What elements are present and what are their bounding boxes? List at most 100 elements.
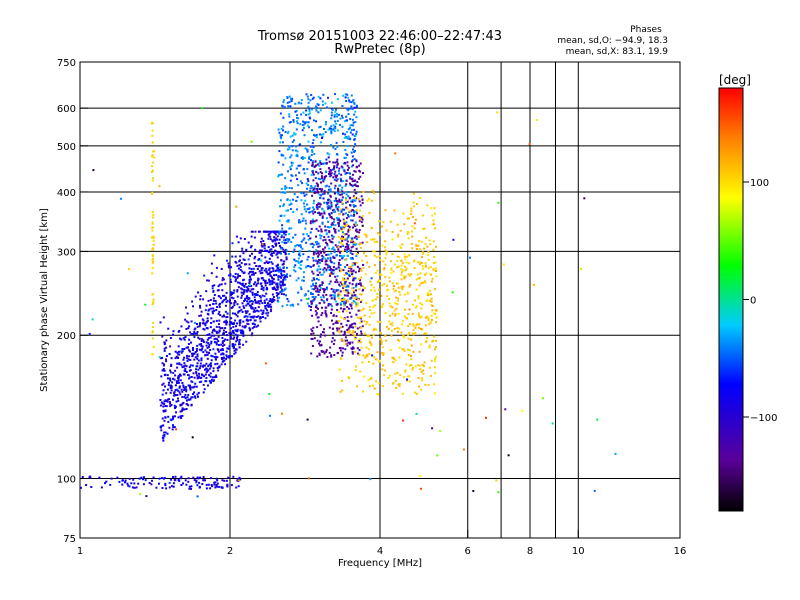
data-point: [352, 99, 355, 102]
data-point: [302, 276, 305, 279]
data-point: [435, 321, 437, 324]
data-point: [325, 350, 328, 353]
data-point: [179, 410, 182, 413]
data-point: [208, 380, 211, 382]
data-point: [307, 101, 310, 104]
data-point: [344, 258, 347, 261]
data-point: [389, 260, 392, 263]
data-point: [250, 334, 253, 337]
data-point: [308, 211, 311, 214]
data-point: [311, 293, 314, 296]
data-point: [321, 281, 324, 284]
data-point: [376, 321, 379, 323]
data-point: [337, 169, 340, 172]
data-point: [293, 193, 296, 196]
data-point: [254, 310, 257, 313]
data-point: [230, 337, 233, 340]
data-point: [281, 230, 284, 233]
data-point: [418, 284, 421, 287]
data-point: [297, 184, 300, 187]
data-point: [213, 329, 216, 332]
data-point: [346, 306, 349, 308]
data-point: [279, 173, 282, 176]
data-point: [350, 241, 353, 244]
data-point: [310, 293, 313, 295]
data-point: [398, 346, 401, 349]
data-point: [371, 384, 374, 387]
data-point: [203, 328, 206, 331]
data-point: [184, 336, 187, 338]
data-point: [280, 252, 282, 255]
data-point: [424, 383, 427, 386]
data-point: [336, 203, 339, 206]
data-point: [280, 137, 283, 140]
data-point: [359, 204, 362, 207]
data-point: [226, 347, 229, 350]
data-point: [365, 323, 368, 326]
data-point: [168, 481, 171, 484]
data-point: [231, 344, 234, 346]
data-point: [320, 228, 323, 231]
data-point: [391, 306, 394, 309]
data-point: [251, 291, 254, 294]
data-point: [269, 283, 272, 286]
data-point: [151, 293, 154, 296]
data-point: [168, 381, 170, 384]
data-point: [314, 160, 317, 163]
data-point: [347, 108, 350, 111]
data-point: [200, 357, 203, 360]
data-point: [346, 93, 349, 96]
data-point: [325, 286, 328, 289]
data-point: [288, 227, 291, 230]
data-point: [337, 189, 340, 191]
data-point: [282, 154, 285, 157]
y-tick-label: 75: [63, 534, 76, 545]
data-point: [318, 259, 320, 261]
data-point: [253, 283, 255, 286]
data-point: [325, 268, 328, 271]
data-point: [433, 360, 436, 363]
data-point: [424, 262, 427, 265]
data-point: [422, 253, 425, 255]
data-point: [349, 324, 352, 327]
data-point: [209, 348, 212, 351]
data-point: [245, 340, 248, 343]
data-point: [292, 304, 295, 307]
data-point: [350, 265, 353, 268]
data-point: [207, 337, 210, 340]
data-point: [372, 362, 375, 365]
data-point: [318, 291, 321, 293]
data-point: [212, 289, 215, 292]
data-point: [225, 357, 228, 360]
data-point: [276, 286, 279, 289]
data-point: [309, 220, 312, 223]
data-point: [258, 270, 261, 273]
data-point: [427, 267, 430, 270]
data-point: [180, 325, 183, 328]
data-point: [202, 339, 205, 342]
data-point: [196, 484, 199, 487]
data-point: [177, 416, 180, 419]
data-point: [333, 298, 336, 301]
data-point: [163, 341, 166, 344]
data-point: [226, 299, 229, 302]
data-point: [203, 375, 205, 378]
data-point: [340, 188, 343, 191]
data-point: [282, 239, 285, 242]
data-point: [276, 266, 279, 269]
data-point: [361, 325, 364, 328]
data-point: [237, 241, 240, 244]
data-point: [407, 337, 410, 340]
data-point: [260, 259, 263, 262]
data-point: [296, 117, 298, 119]
data-point: [252, 288, 255, 291]
data-point: [307, 180, 310, 183]
data-point: [288, 95, 291, 98]
data-point: [246, 297, 249, 300]
data-point: [399, 374, 402, 376]
data-point: [324, 306, 327, 309]
data-point: [247, 258, 250, 261]
data-point: [160, 375, 163, 378]
data-point: [275, 283, 278, 286]
data-point: [317, 293, 320, 296]
